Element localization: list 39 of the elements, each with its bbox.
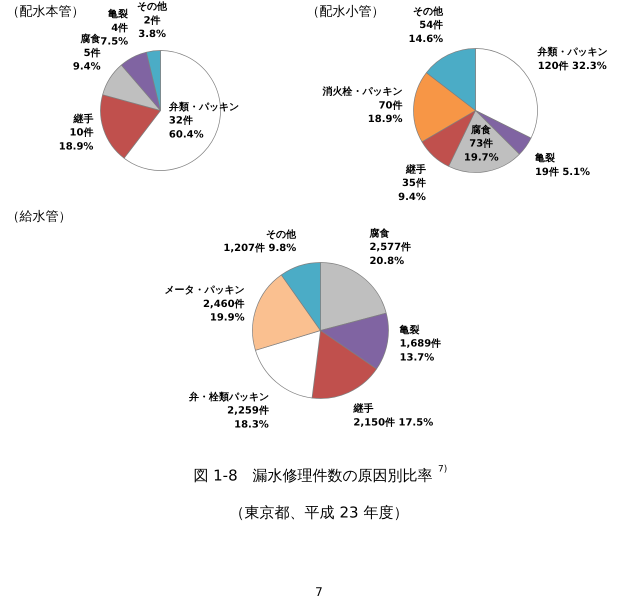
chart-title: （配水本管）	[6, 4, 84, 20]
data-label: 2,460件 19.9%	[202, 298, 245, 324]
slice-label: その他	[413, 5, 444, 18]
slice-label: 継手	[352, 402, 374, 415]
data-label: 32件 60.4%	[168, 114, 204, 140]
text: （給水管）	[6, 210, 72, 224]
data-label: 10件 18.9%	[58, 126, 94, 152]
data-label: 54件 14.6%	[408, 19, 444, 45]
data-label: 5件 9.4%	[72, 46, 101, 73]
data-label: 1,689件 13.7%	[400, 338, 442, 364]
text: （東京都、平成 23 年度）	[230, 504, 408, 522]
slice-label: 弁類・パッキン	[536, 46, 608, 58]
slice-label: 亀裂	[398, 324, 420, 336]
data-label: 73件 19.7%	[464, 138, 499, 164]
data-label: 19件 5.1%	[534, 166, 590, 178]
data-label: 2件 3.8%	[138, 14, 166, 40]
slice-label: 腐食	[470, 124, 492, 136]
slice-label: 弁類・パッキン	[168, 100, 239, 113]
data-label: 1,207件 9.8%	[223, 242, 296, 254]
data-label: 2,577件 20.8%	[369, 241, 412, 267]
data-label: 2,259件 18.3%	[227, 404, 269, 430]
data-label: 4件 7.5%	[100, 22, 128, 48]
slice-label: 亀裂	[534, 152, 555, 164]
slice-label: 弁・栓類パッキン	[188, 390, 269, 403]
text: 7	[315, 585, 323, 599]
slice-label: その他	[137, 0, 168, 13]
slice-label: メータ・パッキン	[164, 285, 245, 296]
slice-label: 腐食	[368, 227, 390, 240]
slice-label: 腐食	[80, 33, 101, 46]
data-label: 120件 32.3%	[538, 60, 607, 72]
chart-title: （配水小管）	[306, 4, 384, 20]
slice-label: 亀裂	[107, 8, 128, 20]
slice-label: 継手	[72, 112, 94, 125]
data-label: 70件 18.9%	[368, 99, 402, 126]
slice-label: 消火栓・パッキン	[321, 86, 402, 98]
data-label: 35件 9.4%	[398, 177, 426, 203]
data-label: 2,150件 17.5%	[353, 416, 434, 428]
slice-label: その他	[266, 228, 298, 240]
slice-label: 継手	[404, 163, 426, 176]
